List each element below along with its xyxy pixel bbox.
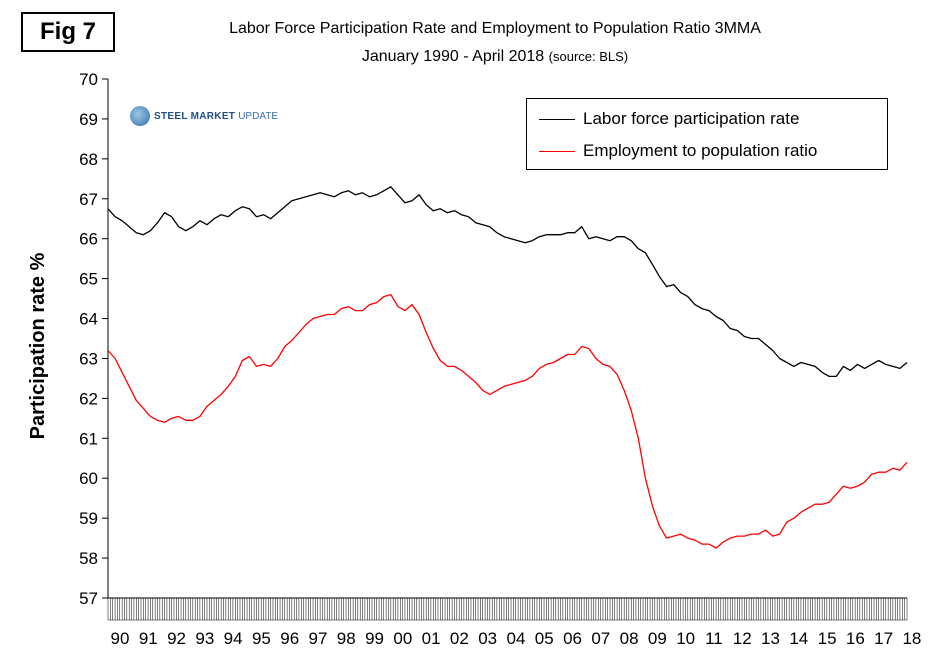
x-tick-label: 10 <box>676 629 695 648</box>
y-tick-label: 62 <box>79 389 98 408</box>
series-line-employment <box>107 293 908 549</box>
x-tick-label: 04 <box>507 629 526 648</box>
y-tick-label: 68 <box>79 150 98 169</box>
x-tick-label: 99 <box>365 629 384 648</box>
x-tick-label: 06 <box>563 629 582 648</box>
x-tick-label: 07 <box>591 629 610 648</box>
x-tick-label: 93 <box>195 629 214 648</box>
y-axis-label: Participation rate % <box>27 252 49 439</box>
x-tick-label: 95 <box>252 629 271 648</box>
x-tick-label: 96 <box>280 629 299 648</box>
x-tick-label: 91 <box>139 629 158 648</box>
x-tick-label: 97 <box>309 629 328 648</box>
axes: 57 58 59 60 61 62 63 64 65 66 67 68 69 70 90 91 92 93 94 95… <box>79 70 921 648</box>
figure-label: Fig 7 <box>21 12 115 52</box>
x-tick-label: 18 <box>902 629 921 648</box>
y-tick-label: 64 <box>79 310 98 329</box>
y-tick-label: 69 <box>79 110 98 129</box>
logo-steel-text: STEEL MARKET <box>154 110 236 122</box>
y-tick-label: 70 <box>79 70 98 89</box>
x-tick-label: 16 <box>846 629 865 648</box>
legend-label: Labor force participation rate <box>583 109 800 128</box>
y-tick-label: 60 <box>79 469 98 488</box>
logo-update-text: UPDATE <box>238 110 279 122</box>
legend-item-employment: Employment to population ratio <box>539 137 817 165</box>
legend: Labor force participation rate Employmen… <box>526 98 888 170</box>
x-tick-label: 92 <box>167 629 186 648</box>
y-tick-label: 59 <box>79 509 98 528</box>
x-tick-label: 01 <box>422 629 441 648</box>
y-tick-label: 63 <box>79 349 98 368</box>
logo-globe-icon <box>130 106 150 126</box>
y-tick-label: 67 <box>79 190 98 209</box>
x-tick-label: 15 <box>818 629 837 648</box>
y-tick-label: 66 <box>79 230 98 249</box>
x-tick-label: 14 <box>789 629 808 648</box>
y-tick-label: 57 <box>79 589 98 608</box>
x-tick-label: 90 <box>111 629 130 648</box>
x-tick-label: 02 <box>450 629 469 648</box>
x-tick-label: 08 <box>620 629 639 648</box>
x-tick-label: 12 <box>733 629 752 648</box>
x-tick-label: 05 <box>535 629 554 648</box>
subtitle-source: (source: BLS) <box>548 49 629 64</box>
x-tick-label: 13 <box>761 629 780 648</box>
legend-item-participation: Labor force participation rate <box>539 105 799 133</box>
y-tick-label: 58 <box>79 549 98 568</box>
legend-swatch <box>539 150 575 152</box>
x-tick-label: 00 <box>393 629 412 648</box>
x-tick-label: 09 <box>648 629 667 648</box>
subtitle-main: January 1990 - April 2018 <box>361 48 545 65</box>
legend-label: Employment to population ratio <box>583 141 818 160</box>
x-tick-label: 17 <box>874 629 893 648</box>
x-tick-label: 11 <box>705 629 723 648</box>
series-line-participation <box>107 186 908 378</box>
legend-swatch <box>539 118 575 120</box>
x-tick-label: 94 <box>224 629 243 648</box>
chart-subtitle: January 1990 - April 2018 (source: BLS) <box>150 48 840 66</box>
y-tick-label: 61 <box>79 429 98 448</box>
chart-title: Labor Force Participation Rate and Emplo… <box>229 20 761 37</box>
y-tick-label: 65 <box>79 270 98 289</box>
series-layer <box>107 186 908 549</box>
x-tick-label: 03 <box>478 629 497 648</box>
steel-market-update-logo: STEEL MARKET UPDATE <box>130 106 278 126</box>
x-tick-label: 98 <box>337 629 356 648</box>
